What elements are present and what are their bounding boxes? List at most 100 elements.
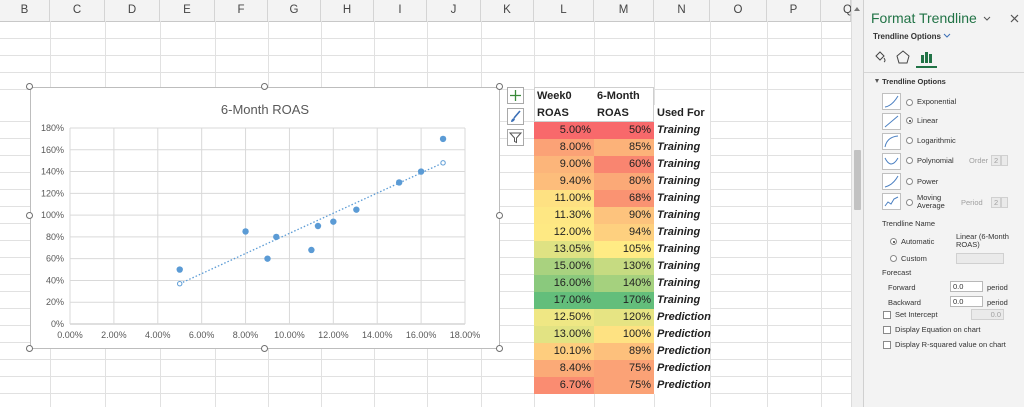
section-trendline-options[interactable]: Trendline Options — [874, 77, 946, 86]
close-icon[interactable] — [1010, 14, 1019, 23]
cell-used-for[interactable]: Training — [654, 292, 710, 309]
cell-week0-roas[interactable]: 5.00% — [534, 122, 594, 139]
col-K[interactable]: K — [481, 0, 534, 21]
cell-used-for[interactable]: Training — [654, 122, 710, 139]
worksheet-grid[interactable]: B C D E F G H I J K L M N O P Q — [0, 0, 851, 407]
cell-week0-roas[interactable]: 9.40% — [534, 173, 594, 190]
col-F[interactable]: F — [215, 0, 268, 21]
custom-name-input[interactable] — [956, 253, 1004, 264]
col-D[interactable]: D — [105, 0, 160, 21]
col-J[interactable]: J — [427, 0, 481, 21]
resize-handle-l[interactable] — [26, 212, 33, 219]
display-equation-checkbox[interactable] — [883, 326, 891, 334]
cell-6month-roas[interactable]: 100% — [594, 326, 654, 343]
cell-6month-roas[interactable]: 130% — [594, 258, 654, 275]
cell-week0-roas[interactable]: 16.00% — [534, 275, 594, 292]
trendline-options-icon[interactable] — [919, 50, 933, 64]
header-week0[interactable]: Week0 — [534, 88, 594, 105]
exponential-radio[interactable] — [906, 99, 913, 106]
period-input[interactable]: 2 — [991, 197, 1001, 208]
chart-styles-button[interactable] — [507, 108, 524, 125]
header-used-for[interactable]: Used For — [654, 105, 710, 122]
backward-input[interactable]: 0.0 — [950, 296, 983, 307]
cell-6month-roas[interactable]: 89% — [594, 343, 654, 360]
col-G[interactable]: G — [268, 0, 321, 21]
cell-week0-roas[interactable]: 17.00% — [534, 292, 594, 309]
resize-handle-br[interactable] — [496, 345, 503, 352]
cell-6month-roas[interactable]: 75% — [594, 360, 654, 377]
intercept-input[interactable]: 0.0 — [971, 309, 1004, 320]
cell-used-for[interactable]: Training — [654, 275, 710, 292]
power-radio[interactable] — [906, 178, 913, 185]
tab-trendline-options[interactable]: Trendline Options — [873, 32, 951, 41]
cell-6month-roas[interactable]: 105% — [594, 241, 654, 258]
col-B[interactable]: B — [0, 0, 50, 21]
set-intercept-checkbox[interactable] — [883, 311, 891, 319]
cell-week0-roas[interactable]: 6.70% — [534, 377, 594, 394]
cell-used-for[interactable]: Training — [654, 241, 710, 258]
cell-6month-roas[interactable]: 68% — [594, 190, 654, 207]
col-O[interactable]: O — [710, 0, 767, 21]
cell-used-for[interactable]: Prediction — [654, 326, 711, 343]
cell-6month-roas[interactable]: 75% — [594, 377, 654, 394]
chart-title[interactable]: 6-Month ROAS — [221, 102, 309, 117]
automatic-radio[interactable] — [890, 238, 897, 245]
cell-week0-roas[interactable]: 12.00% — [534, 224, 594, 241]
resize-handle-r[interactable] — [496, 212, 503, 219]
pane-options-icon[interactable] — [983, 14, 991, 24]
scroll-thumb[interactable] — [854, 150, 861, 210]
header-week0-roas[interactable]: ROAS — [534, 105, 594, 122]
cell-used-for[interactable]: Training — [654, 258, 710, 275]
cell-used-for[interactable]: Prediction — [654, 309, 711, 326]
cell-used-for[interactable]: Training — [654, 156, 710, 173]
polynomial-radio[interactable] — [906, 157, 913, 164]
col-E[interactable]: E — [160, 0, 215, 21]
cell-week0-roas[interactable]: 8.40% — [534, 360, 594, 377]
cell-used-for[interactable]: Prediction — [654, 377, 711, 394]
fill-line-icon[interactable] — [873, 50, 887, 64]
forward-input[interactable]: 0.0 — [950, 281, 983, 292]
cell-used-for[interactable]: Prediction — [654, 360, 711, 377]
cell-week0-roas[interactable]: 12.50% — [534, 309, 594, 326]
chart-elements-button[interactable] — [507, 87, 524, 104]
resize-handle-tr[interactable] — [496, 83, 503, 90]
cell-6month-roas[interactable]: 85% — [594, 139, 654, 156]
cell-used-for[interactable]: Training — [654, 207, 710, 224]
resize-handle-t[interactable] — [261, 83, 268, 90]
cell-6month-roas[interactable]: 60% — [594, 156, 654, 173]
cell-6month-roas[interactable]: 50% — [594, 122, 654, 139]
cell-6month-roas[interactable]: 140% — [594, 275, 654, 292]
scatter-chart[interactable]: 6-Month ROAS 180% 160% 140% 120% 100% 80% 60% 4… — [30, 87, 500, 349]
col-P[interactable]: P — [767, 0, 821, 21]
logarithmic-radio[interactable] — [906, 137, 913, 144]
cell-used-for[interactable]: Prediction — [654, 343, 711, 360]
col-H[interactable]: H — [321, 0, 374, 21]
resize-handle-bl[interactable] — [26, 345, 33, 352]
cell-week0-roas[interactable]: 13.00% — [534, 326, 594, 343]
cell-used-for[interactable]: Training — [654, 224, 710, 241]
order-spinner[interactable] — [1001, 155, 1008, 166]
cell-6month-roas[interactable]: 90% — [594, 207, 654, 224]
col-N[interactable]: N — [654, 0, 710, 21]
cell-week0-roas[interactable]: 10.10% — [534, 343, 594, 360]
effects-icon[interactable] — [896, 50, 910, 64]
vertical-scrollbar[interactable] — [851, 0, 863, 407]
col-I[interactable]: I — [374, 0, 427, 21]
col-M[interactable]: M — [594, 0, 654, 21]
col-C[interactable]: C — [50, 0, 105, 21]
cell-week0-roas[interactable]: 15.00% — [534, 258, 594, 275]
order-input[interactable]: 2 — [991, 155, 1001, 166]
linear-radio[interactable] — [906, 117, 913, 124]
resize-handle-tl[interactable] — [26, 83, 33, 90]
cell-used-for[interactable]: Training — [654, 139, 710, 156]
cell-week0-roas[interactable]: 8.00% — [534, 139, 594, 156]
col-L[interactable]: L — [534, 0, 594, 21]
period-spinner[interactable] — [1001, 197, 1008, 208]
cell-6month-roas[interactable]: 170% — [594, 292, 654, 309]
cell-used-for[interactable]: Training — [654, 190, 710, 207]
cell-used-for[interactable]: Training — [654, 173, 710, 190]
moving-average-radio[interactable] — [906, 199, 913, 206]
display-r-squared-checkbox[interactable] — [883, 341, 891, 349]
custom-radio[interactable] — [890, 255, 897, 262]
cell-week0-roas[interactable]: 9.00% — [534, 156, 594, 173]
